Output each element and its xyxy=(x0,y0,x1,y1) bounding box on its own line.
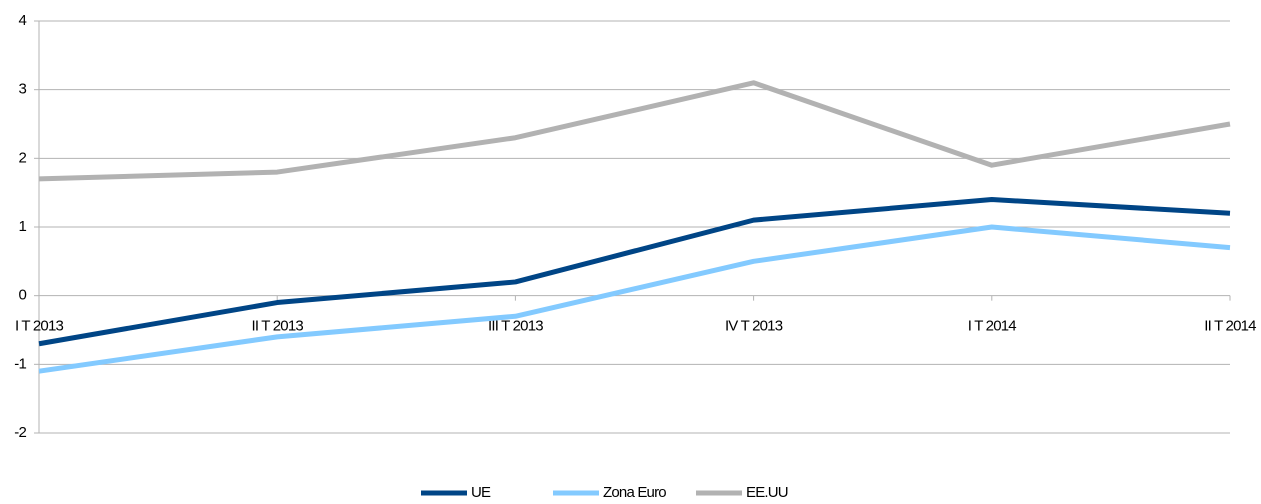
x-tick-label: I T 2014 xyxy=(968,318,1017,335)
x-tick-label: II T 2013 xyxy=(251,318,303,335)
x-tick-label: II T 2014 xyxy=(1204,318,1256,335)
y-tick-label: -1 xyxy=(14,355,26,372)
y-tick-label: 1 xyxy=(18,218,26,235)
x-tick-label: III T 2013 xyxy=(488,318,543,335)
legend-label: UE xyxy=(471,484,491,501)
legend-label: EE.UU xyxy=(746,484,788,501)
y-tick-label: 3 xyxy=(18,81,26,98)
y-tick-label: 4 xyxy=(18,12,26,29)
series-line xyxy=(38,224,1231,374)
legend-label: Zona Euro xyxy=(603,484,666,501)
y-tick-label: 2 xyxy=(18,149,26,166)
y-tick-label: -2 xyxy=(14,424,26,441)
x-tick-label: IV T 2013 xyxy=(725,318,783,335)
x-tick-label: I T 2013 xyxy=(15,318,64,335)
y-tick-label: 0 xyxy=(18,287,26,304)
series-line xyxy=(38,80,1231,182)
series-line xyxy=(38,197,1231,347)
